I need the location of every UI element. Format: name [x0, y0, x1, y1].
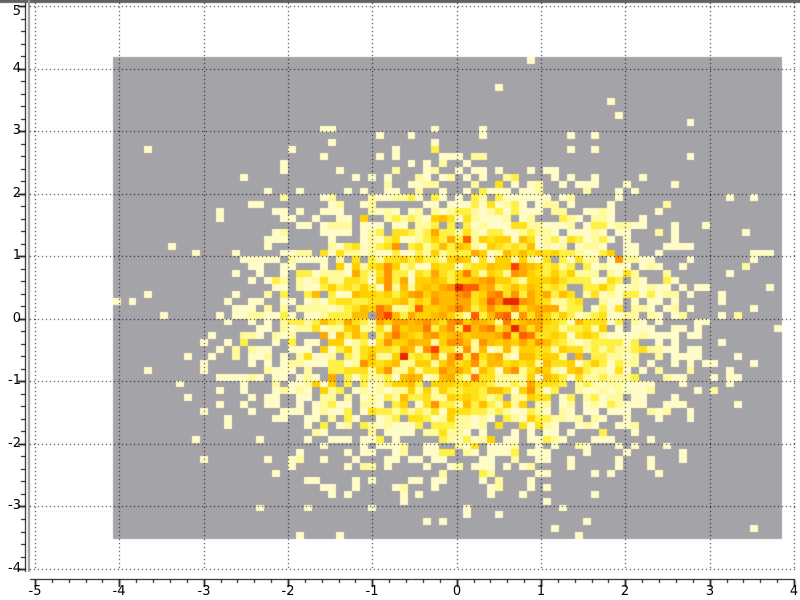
x-tick-label: -1 [365, 584, 379, 599]
y-tick-label: 4 [12, 61, 21, 76]
y-tick-label: 2 [12, 186, 21, 201]
x-tick-label: -5 [28, 584, 42, 599]
x-tick-label: 4 [789, 584, 799, 599]
x-tick-label: 0 [452, 584, 462, 599]
y-tick-label: 5 [12, 4, 21, 19]
y-tick-label: -1 [8, 373, 21, 388]
x-tick-label: 2 [620, 584, 630, 599]
x-tick-label: 1 [536, 584, 546, 599]
y-tick-label: -4 [8, 561, 21, 576]
y-tick-label: 0 [12, 311, 21, 326]
y-tick-label: 3 [12, 123, 21, 138]
y-tick-label: 1 [12, 248, 21, 263]
y-tick-label: -3 [8, 498, 21, 513]
x-tick-label: -4 [112, 584, 126, 599]
y-tick-label: -2 [8, 436, 21, 451]
x-tick-label: 3 [705, 584, 715, 599]
x-tick-label: -2 [281, 584, 295, 599]
x-tick-label: -3 [197, 584, 211, 599]
